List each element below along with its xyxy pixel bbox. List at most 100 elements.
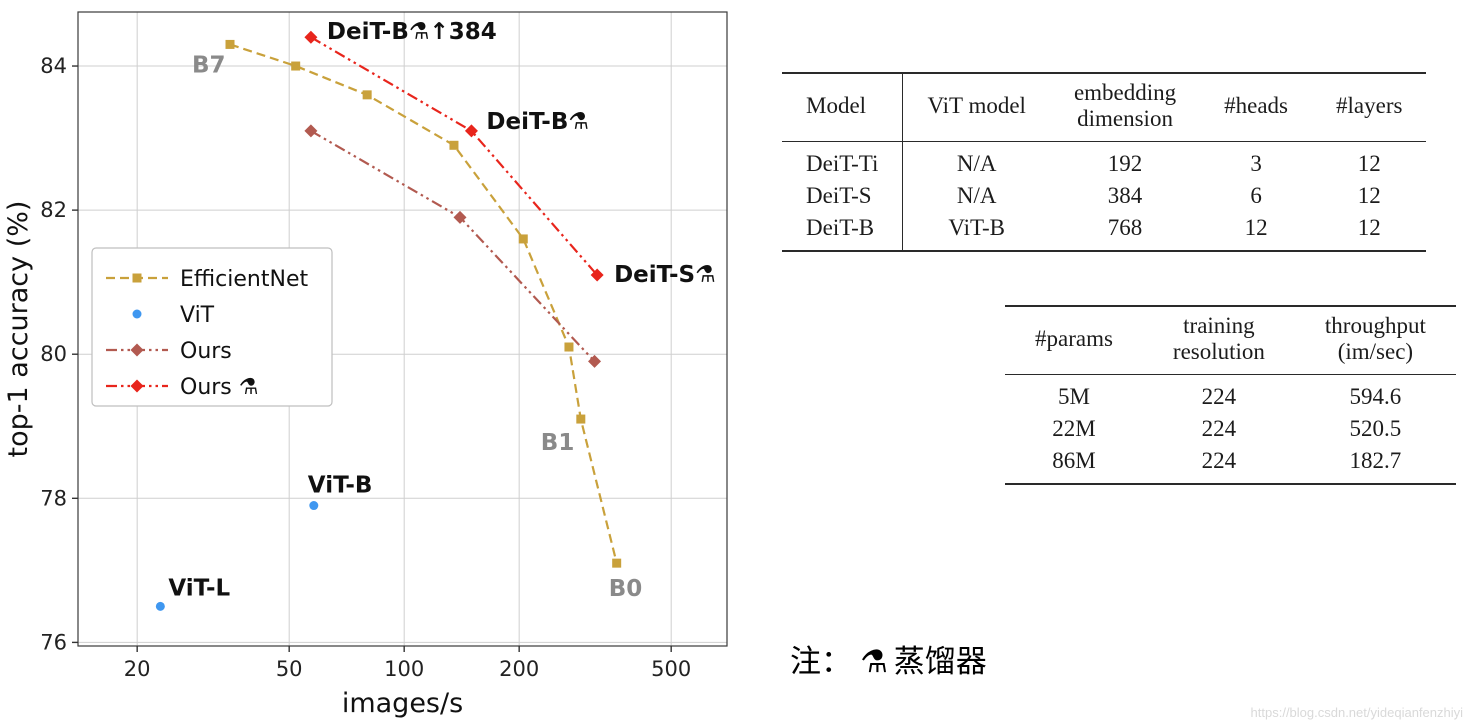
table-cell: 594.6 xyxy=(1349,383,1402,409)
table-cell: 224 xyxy=(1201,447,1237,473)
series-Ours ⚗ xyxy=(304,30,604,282)
diamond-marker xyxy=(130,343,144,357)
table-cell: DeiT-S xyxy=(782,179,904,212)
table-cell: 6 xyxy=(1250,182,1262,208)
watermark-url: https://blog.csdn.net/yideqianfenzhiyi xyxy=(1250,705,1463,720)
table-cell: DeiT-B xyxy=(782,211,904,251)
performance-chart: 20 50 100 200 500 76 78 80 82 84 images/s top-1 acc… xyxy=(3,11,728,719)
point-label: ViT-B xyxy=(308,473,373,499)
chart-svg: 20 50 100 200 500 76 78 80 82 84 images/s top-1 acc… xyxy=(3,11,728,719)
column-header: Model xyxy=(782,73,904,142)
dot-marker xyxy=(309,501,319,511)
legend-label: EfficientNet xyxy=(180,267,308,292)
table-row: 22M 224 520.5 xyxy=(1005,413,1456,445)
series-ViT xyxy=(155,501,319,611)
y-tick-label: 80 xyxy=(40,342,67,366)
diamond-marker xyxy=(464,124,478,138)
diamond-marker xyxy=(304,30,318,44)
column-header: throughput (im/sec) xyxy=(1294,306,1456,375)
x-tick-label: 500 xyxy=(651,657,691,681)
alembic-icon: ⚗ xyxy=(860,644,888,680)
square-marker xyxy=(291,61,301,71)
point-label: DeiT-B⚗↑384 xyxy=(327,19,497,45)
table-cell: 86M xyxy=(1052,447,1096,473)
diamond-marker xyxy=(453,210,467,224)
table-cell: 768 xyxy=(1107,214,1143,240)
table-cell: 384 xyxy=(1107,182,1143,208)
point-label: B1 xyxy=(541,430,575,456)
table-cell: 5M xyxy=(1057,383,1090,409)
column-header: #params xyxy=(1005,306,1143,375)
square-marker xyxy=(518,234,528,244)
note-prefix: 注： xyxy=(790,644,852,680)
diamond-marker xyxy=(130,379,144,393)
series-Ours xyxy=(304,124,602,368)
column-header: #layers xyxy=(1312,73,1427,142)
x-tick-label: 20 xyxy=(124,657,151,681)
square-marker xyxy=(576,414,586,424)
table-cell: 3 xyxy=(1250,150,1262,176)
x-tick-label: 50 xyxy=(276,657,303,681)
table-cell: 12 xyxy=(1357,214,1381,240)
point-label: B0 xyxy=(609,576,643,602)
table-cell: 192 xyxy=(1107,150,1143,176)
point-label: B7 xyxy=(192,52,226,78)
column-header: #heads xyxy=(1200,73,1313,142)
square-marker xyxy=(449,140,459,150)
x-axis-label: images/s xyxy=(342,688,463,719)
legend-label: Ours ⚗ xyxy=(180,375,258,400)
column-header: training resolution xyxy=(1142,306,1295,375)
table-row: 86M 224 182.7 xyxy=(1005,445,1456,484)
dot-marker xyxy=(132,309,142,319)
point-label: DeiT-S⚗ xyxy=(614,262,716,288)
y-tick-label: 82 xyxy=(40,198,67,222)
series-EfficientNet xyxy=(225,39,622,568)
table-cell: 224 xyxy=(1201,383,1237,409)
table-row: DeiT-B ViT-B 768 12 12 xyxy=(782,211,1426,251)
note: 注： ⚗ 蒸馏器 xyxy=(790,636,987,681)
dot-marker xyxy=(155,601,165,611)
header-row: Model ViT model embedding dimension #heads #l… xyxy=(782,73,1427,142)
diamond-marker xyxy=(304,124,318,138)
column-header: embedding dimension xyxy=(1049,73,1201,142)
table-row: DeiT-Ti N/A 192 3 12 xyxy=(782,141,1426,180)
table-row: DeiT-S N/A 384 6 12 xyxy=(782,179,1426,212)
square-marker xyxy=(564,342,574,352)
table-cell: 12 xyxy=(1357,182,1381,208)
column-header: ViT model xyxy=(902,73,1050,142)
model-spec-table: Model ViT model embedding dimension #heads #l… xyxy=(782,72,1427,252)
legend-label: Ours xyxy=(180,339,232,364)
table-cell: 182.7 xyxy=(1349,447,1402,473)
table-cell: ViT-B xyxy=(948,214,1005,240)
table-cell: 12 xyxy=(1244,214,1268,240)
note-text: 蒸馏器 xyxy=(893,644,987,680)
y-tick-label: 76 xyxy=(40,630,67,654)
table-cell: N/A xyxy=(956,182,997,208)
square-marker xyxy=(132,273,142,283)
table-cell: 22M xyxy=(1052,415,1096,441)
table-cell: 520.5 xyxy=(1349,415,1402,441)
square-marker xyxy=(362,90,372,100)
legend-entry: Ours ⚗ xyxy=(106,375,258,400)
diamond-marker xyxy=(590,268,604,282)
y-axis-label: top-1 accuracy (%) xyxy=(3,201,34,458)
y-tick-label: 84 xyxy=(40,54,67,78)
point-label: DeiT-B⚗ xyxy=(486,109,589,135)
legend-entry: EfficientNet xyxy=(106,267,308,292)
table-row: 5M 224 594.6 xyxy=(1005,374,1456,413)
x-tick-label: 100 xyxy=(384,657,424,681)
legend-label: ViT xyxy=(180,303,215,328)
legend-entry: Ours xyxy=(106,339,232,364)
point-label: ViT-L xyxy=(168,575,230,601)
table-cell: 12 xyxy=(1357,150,1381,176)
table-cell: DeiT-Ti xyxy=(782,141,904,180)
square-marker xyxy=(225,39,235,49)
legend-entry: ViT xyxy=(132,303,215,328)
square-marker xyxy=(612,558,622,568)
throughput-table: #params training resolution throughput (im/s… xyxy=(1005,305,1456,485)
plot-frame xyxy=(77,11,728,647)
diamond-marker xyxy=(588,354,602,368)
table-cell: 224 xyxy=(1201,415,1237,441)
header-row: #params training resolution throughput (im/s… xyxy=(1005,306,1456,375)
